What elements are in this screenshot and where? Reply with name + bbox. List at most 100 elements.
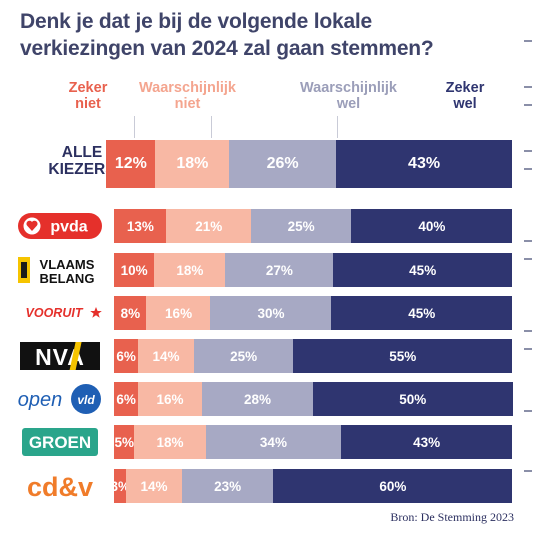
bar-segment-waarschijnlijk-niet: 16% bbox=[137, 382, 203, 416]
data-label: 18% bbox=[176, 155, 209, 172]
bar-segment-waarschijnlijk-niet: 18% bbox=[153, 253, 226, 287]
vooruit-logo: VOORUIT bbox=[14, 296, 106, 330]
legend-label: Zeker bbox=[68, 80, 108, 96]
nva-logo: NVA bbox=[14, 339, 106, 373]
legend-waarschijnlijk-niet: Waarschijnlijk niet bbox=[130, 80, 245, 112]
bar-segment-waarschijnlijk-niet: 16% bbox=[146, 296, 211, 330]
data-label: 13% bbox=[126, 218, 154, 234]
data-label: 40% bbox=[418, 218, 446, 234]
bar-segment-zeker-niet: 8% bbox=[114, 296, 147, 330]
bar-segment-zeker-wel: 43% bbox=[335, 140, 513, 188]
legend-label: niet bbox=[75, 96, 101, 112]
data-label: 6% bbox=[116, 348, 136, 364]
data-label: 28% bbox=[244, 391, 272, 407]
bar-segment-zeker-niet: 13% bbox=[114, 209, 167, 243]
legend-tick bbox=[134, 116, 135, 138]
cdv-wordmark: cd&v bbox=[27, 472, 93, 502]
bar-segment-waarschijnlijk-niet: 18% bbox=[155, 140, 230, 188]
legend-label: niet bbox=[174, 96, 201, 112]
data-label: 8% bbox=[120, 305, 141, 321]
bar-segment-waarschijnlijk-niet: 21% bbox=[166, 209, 252, 243]
bar-segment-zeker-niet: 6% bbox=[114, 382, 139, 416]
bar-segment-zeker-niet: 10% bbox=[114, 253, 155, 287]
bar-segment-waarschijnlijk-wel: 27% bbox=[225, 253, 334, 287]
bar-segment-zeker-wel: 45% bbox=[331, 296, 513, 330]
chart-title: Denk je dat je bij de volgende lokale ve… bbox=[20, 8, 510, 62]
data-label: 43% bbox=[408, 155, 441, 172]
open-wordmark: open bbox=[18, 389, 63, 411]
data-label: 10% bbox=[120, 262, 148, 278]
vlaams-belang-logo: VLAAMS BELANG bbox=[14, 253, 106, 287]
vb-wordmark-line1: VLAAMS bbox=[40, 257, 95, 272]
data-label: 25% bbox=[230, 348, 258, 364]
legend-tick bbox=[211, 116, 212, 138]
data-label: 16% bbox=[165, 305, 193, 321]
bar-segment-zeker-wel: 40% bbox=[351, 209, 513, 243]
bar-segment-waarschijnlijk-niet: 14% bbox=[125, 469, 183, 503]
data-label: 12% bbox=[114, 155, 147, 172]
data-label: 18% bbox=[156, 434, 184, 450]
bar-segment-zeker-wel: 43% bbox=[340, 425, 513, 459]
data-label: 23% bbox=[214, 478, 242, 494]
bar-segment-zeker-wel: 55% bbox=[293, 339, 513, 373]
data-label: 50% bbox=[399, 391, 427, 407]
row-label-all-voters: ALLE KIEZERS bbox=[40, 144, 124, 178]
legend-tick bbox=[337, 116, 338, 138]
bar-segment-zeker-niet: 6% bbox=[114, 339, 139, 373]
bar-segment-waarschijnlijk-wel: 34% bbox=[205, 425, 342, 459]
bar-segment-zeker-wel: 50% bbox=[313, 382, 513, 416]
legend-label: wel bbox=[453, 96, 477, 112]
data-label: 45% bbox=[409, 262, 437, 278]
data-label: 25% bbox=[287, 218, 315, 234]
data-label: 21% bbox=[195, 218, 223, 234]
cdv-logo: cd&v bbox=[14, 469, 106, 503]
bar-segment-waarschijnlijk-wel: 30% bbox=[210, 296, 332, 330]
open-vld-logo: open vld bbox=[14, 382, 106, 416]
row-label-line: ALLE bbox=[61, 144, 103, 161]
groen-logo: GROEN bbox=[14, 425, 106, 459]
bar-segment-zeker-niet: 5% bbox=[114, 425, 135, 459]
data-label: 30% bbox=[257, 305, 285, 321]
legend-waarschijnlijk-wel: Waarschijnlijk wel bbox=[286, 80, 411, 112]
legend-label: wel bbox=[336, 96, 361, 112]
bar-segment-zeker-niet: 3% bbox=[114, 469, 127, 503]
data-label: 26% bbox=[266, 155, 299, 172]
data-label: 14% bbox=[140, 478, 168, 494]
legend-label: Zeker bbox=[445, 80, 485, 96]
source-note: Bron: De Stemming 2023 bbox=[390, 510, 514, 524]
bar-segment-zeker-niet: 12% bbox=[106, 140, 156, 188]
title-line-1: Denk je dat je bij de volgende lokale bbox=[20, 10, 373, 33]
bar-segment-waarschijnlijk-wel: 23% bbox=[181, 469, 274, 503]
legend-label: Waarschijnlijk bbox=[139, 80, 236, 96]
data-label: 45% bbox=[408, 305, 436, 321]
legend-label: Waarschijnlijk bbox=[300, 80, 397, 96]
pvda-logo: pvda bbox=[14, 209, 106, 243]
title-line-2: verkiezingen van 2024 zal gaan stemmen? bbox=[20, 37, 434, 60]
data-label: 16% bbox=[156, 391, 184, 407]
bar-segment-waarschijnlijk-niet: 14% bbox=[137, 339, 195, 373]
data-label: 55% bbox=[389, 348, 417, 364]
legend-zeker-wel: Zeker wel bbox=[425, 80, 505, 112]
data-label: 34% bbox=[259, 434, 287, 450]
bar-segment-waarschijnlijk-wel: 25% bbox=[193, 339, 294, 373]
data-label: 18% bbox=[176, 262, 204, 278]
data-label: 43% bbox=[413, 434, 441, 450]
data-label: 6% bbox=[116, 391, 136, 407]
data-label: 5% bbox=[114, 434, 134, 450]
adjacent-column-edge bbox=[522, 0, 534, 540]
bar-segment-zeker-wel: 60% bbox=[273, 469, 513, 503]
data-label: 60% bbox=[379, 478, 407, 494]
data-label: 27% bbox=[265, 262, 293, 278]
pvda-wordmark: pvda bbox=[50, 219, 87, 236]
groen-wordmark: GROEN bbox=[29, 433, 91, 452]
bar-segment-waarschijnlijk-wel: 28% bbox=[201, 382, 314, 416]
row-label-line: KIEZERS bbox=[48, 161, 116, 178]
data-label: 3% bbox=[114, 478, 126, 494]
bar-segment-waarschijnlijk-niet: 18% bbox=[133, 425, 207, 459]
bar-segment-zeker-wel: 45% bbox=[332, 253, 513, 287]
vb-wordmark-line2: BELANG bbox=[40, 271, 95, 286]
legend-zeker-niet: Zeker niet bbox=[58, 80, 118, 112]
vooruit-wordmark: VOORUIT bbox=[26, 306, 84, 320]
bar-segment-waarschijnlijk-wel: 25% bbox=[250, 209, 352, 243]
data-label: 14% bbox=[152, 348, 180, 364]
